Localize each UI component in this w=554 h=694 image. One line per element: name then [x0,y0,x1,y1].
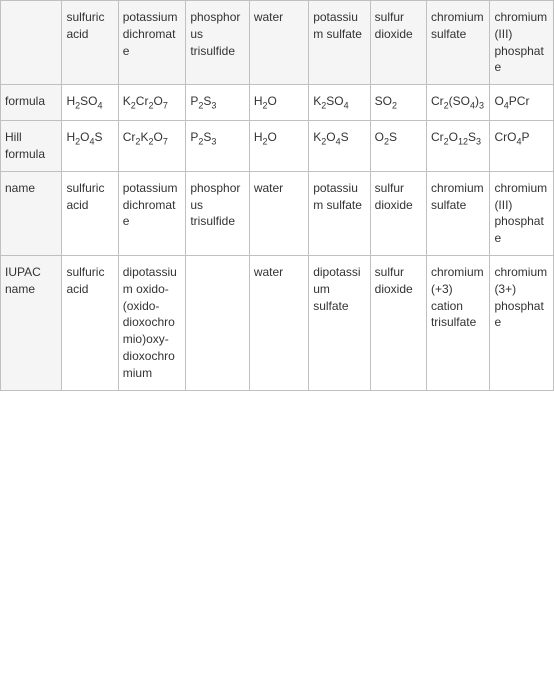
header-water: water [249,1,308,85]
cell-hill-chromium-sulfate: Cr2O12S3 [426,121,489,172]
cell-iupac-potassium-dichromate: dipotassium oxido-(oxido-dioxochromio)ox… [118,255,186,390]
row-label-hill-formula: Hill formula [1,121,62,172]
cell-formula-potassium-sulfate: K2SO4 [309,85,370,121]
cell-hill-potassium-dichromate: Cr2K2O7 [118,121,186,172]
header-empty [1,1,62,85]
cell-iupac-phosphorus-trisulfide [186,255,249,390]
cell-iupac-potassium-sulfate: dipotassium sulfate [309,255,370,390]
cell-formula-chromium-sulfate: Cr2(SO4)3 [426,85,489,121]
table-row-iupac-name: IUPAC name sulfuric acid dipotassium oxi… [1,255,554,390]
cell-formula-phosphorus-trisulfide: P2S3 [186,85,249,121]
row-label-iupac-name: IUPAC name [1,255,62,390]
cell-iupac-sulfuric-acid: sulfuric acid [62,255,118,390]
cell-formula-water: H2O [249,85,308,121]
cell-iupac-sulfur-dioxide: sulfur dioxide [370,255,426,390]
cell-name-sulfur-dioxide: sulfur dioxide [370,171,426,255]
cell-formula-potassium-dichromate: K2Cr2O7 [118,85,186,121]
cell-name-water: water [249,171,308,255]
table-header-row: sulfuric acid potassium dichromate phosp… [1,1,554,85]
header-potassium-dichromate: potassium dichromate [118,1,186,85]
chemical-properties-table: sulfuric acid potassium dichromate phosp… [0,0,554,391]
table-row-hill-formula: Hill formula H2O4S Cr2K2O7 P2S3 H2O K2O4… [1,121,554,172]
cell-formula-sulfuric-acid: H2SO4 [62,85,118,121]
cell-name-potassium-dichromate: potassium dichromate [118,171,186,255]
cell-iupac-water: water [249,255,308,390]
header-potassium-sulfate: potassium sulfate [309,1,370,85]
cell-hill-sulfuric-acid: H2O4S [62,121,118,172]
table-row-name: name sulfuric acid potassium dichromate … [1,171,554,255]
cell-name-chromium-sulfate: chromium sulfate [426,171,489,255]
table-body: sulfuric acid potassium dichromate phosp… [1,1,554,391]
table-row-formula: formula H2SO4 K2Cr2O7 P2S3 H2O K2SO4 SO2… [1,85,554,121]
cell-name-phosphorus-trisulfide: phosphorus trisulfide [186,171,249,255]
row-label-formula: formula [1,85,62,121]
header-chromium-iii-phosphate: chromium(III) phosphate [490,1,554,85]
cell-name-chromium-iii-phosphate: chromium(III) phosphate [490,171,554,255]
cell-hill-chromium-iii-phosphate: CrO4P [490,121,554,172]
cell-hill-sulfur-dioxide: O2S [370,121,426,172]
cell-hill-water: H2O [249,121,308,172]
cell-iupac-chromium-sulfate: chromium(+3) cation trisulfate [426,255,489,390]
header-chromium-sulfate: chromium sulfate [426,1,489,85]
row-label-name: name [1,171,62,255]
cell-formula-sulfur-dioxide: SO2 [370,85,426,121]
cell-name-sulfuric-acid: sulfuric acid [62,171,118,255]
header-sulfur-dioxide: sulfur dioxide [370,1,426,85]
cell-hill-potassium-sulfate: K2O4S [309,121,370,172]
cell-iupac-chromium-iii-phosphate: chromium(3+) phosphate [490,255,554,390]
header-sulfuric-acid: sulfuric acid [62,1,118,85]
header-phosphorus-trisulfide: phosphorus trisulfide [186,1,249,85]
cell-hill-phosphorus-trisulfide: P2S3 [186,121,249,172]
cell-name-potassium-sulfate: potassium sulfate [309,171,370,255]
cell-formula-chromium-iii-phosphate: O4PCr [490,85,554,121]
